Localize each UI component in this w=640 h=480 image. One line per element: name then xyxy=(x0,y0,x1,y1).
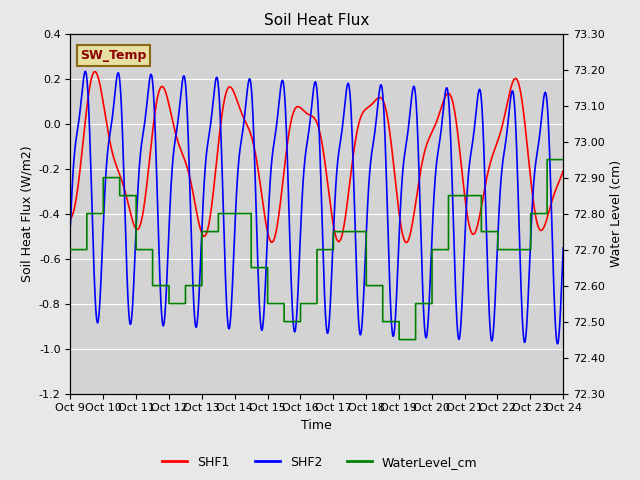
WaterLevel_cm xyxy=(559,156,567,162)
SHF1 xyxy=(403,240,410,245)
SHF1 xyxy=(393,194,401,200)
WaterLevel_cm xyxy=(67,247,74,252)
Line: SHF2: SHF2 xyxy=(70,72,563,344)
X-axis label: Time: Time xyxy=(301,419,332,432)
WaterLevel_cm xyxy=(396,336,403,342)
WaterLevel_cm xyxy=(164,283,172,288)
SHF1 xyxy=(177,145,184,151)
Text: SW_Temp: SW_Temp xyxy=(80,49,147,62)
Title: Soil Heat Flux: Soil Heat Flux xyxy=(264,13,369,28)
SHF2 xyxy=(501,144,509,150)
SHF2 xyxy=(164,241,172,247)
SHF2 xyxy=(554,341,561,347)
SHF1 xyxy=(232,94,239,99)
Y-axis label: Water Level (cm): Water Level (cm) xyxy=(611,160,623,267)
Line: SHF1: SHF1 xyxy=(70,72,563,242)
SHF2 xyxy=(458,312,465,317)
WaterLevel_cm xyxy=(393,319,401,324)
Legend: SHF1, SHF2, WaterLevel_cm: SHF1, SHF2, WaterLevel_cm xyxy=(157,451,483,474)
WaterLevel_cm xyxy=(231,211,239,216)
Line: WaterLevel_cm: WaterLevel_cm xyxy=(70,159,563,339)
Y-axis label: Soil Heat Flux (W/m2): Soil Heat Flux (W/m2) xyxy=(20,145,33,282)
SHF1 xyxy=(67,216,74,222)
WaterLevel_cm xyxy=(543,156,551,162)
WaterLevel_cm xyxy=(501,247,509,252)
SHF2 xyxy=(67,222,74,228)
SHF2 xyxy=(82,69,90,74)
SHF1 xyxy=(458,167,466,173)
WaterLevel_cm xyxy=(176,300,184,306)
SHF2 xyxy=(232,212,239,217)
SHF2 xyxy=(177,96,184,102)
SHF1 xyxy=(559,168,567,174)
SHF1 xyxy=(502,109,509,115)
SHF1 xyxy=(164,99,172,105)
SHF2 xyxy=(559,245,567,251)
SHF1 xyxy=(91,69,99,74)
WaterLevel_cm xyxy=(458,193,465,199)
SHF2 xyxy=(393,281,401,287)
